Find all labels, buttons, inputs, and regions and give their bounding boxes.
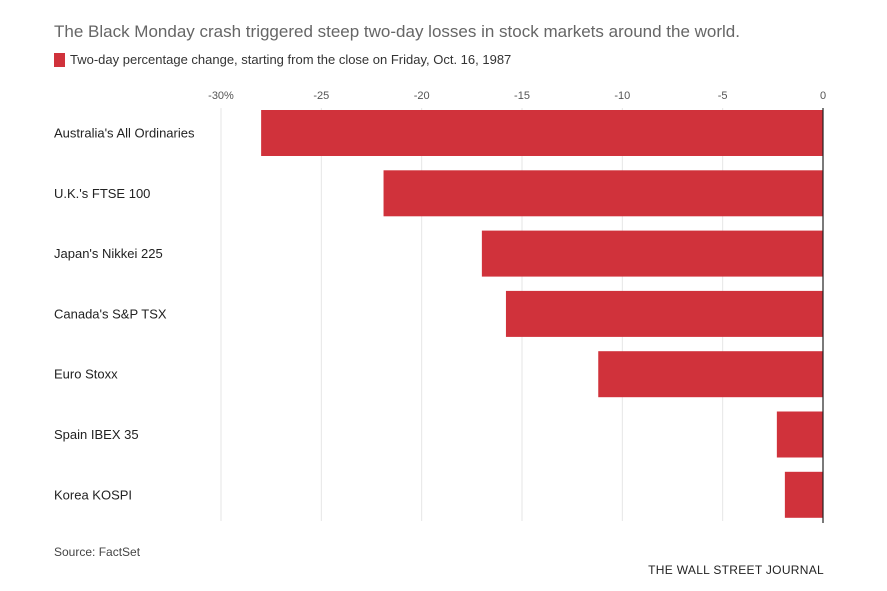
bar-chart: -30% -25 -20 -15 -10 -5 0 Australia's All Ordi…	[54, 90, 826, 523]
bar	[261, 110, 824, 156]
x-tick-label: 0	[820, 90, 826, 102]
bar	[598, 351, 823, 398]
publisher-credit: THE WALL STREET JOURNAL	[648, 563, 824, 577]
category-label: Canada's S&P TSX	[54, 306, 167, 321]
category-label: Japan's Nikkei 225	[54, 246, 163, 261]
category-label: Australia's All Ordinaries	[54, 126, 195, 141]
x-tick-label: -15	[514, 90, 530, 102]
category-label: Spain IBEX 35	[54, 427, 139, 442]
legend-label: Two-day percentage change, starting from…	[70, 52, 512, 67]
legend-swatch	[54, 52, 65, 67]
x-axis-ticks: -30% -25 -20 -15 -10 -5 0	[208, 90, 826, 102]
bar	[776, 411, 823, 458]
source-note: Source: FactSet	[54, 545, 141, 559]
category-labels: Australia's All Ordinaries U.K.'s FTSE 10…	[54, 126, 195, 503]
category-label: Euro Stoxx	[54, 367, 118, 382]
x-tick-label: -20	[414, 90, 430, 102]
x-tick-label: -10	[614, 90, 630, 102]
bars	[261, 110, 824, 518]
bar	[505, 290, 823, 337]
bar	[784, 471, 823, 518]
x-tick-label: -25	[313, 90, 329, 102]
category-label: Korea KOSPI	[54, 487, 132, 502]
x-tick-label: -30%	[208, 90, 234, 102]
chart-title: The Black Monday crash triggered steep t…	[54, 22, 740, 41]
bar	[481, 230, 823, 277]
x-tick-label: -5	[718, 90, 728, 102]
category-label: U.K.'s FTSE 100	[54, 186, 150, 201]
bar	[383, 170, 823, 217]
legend: Two-day percentage change, starting from…	[54, 52, 511, 67]
